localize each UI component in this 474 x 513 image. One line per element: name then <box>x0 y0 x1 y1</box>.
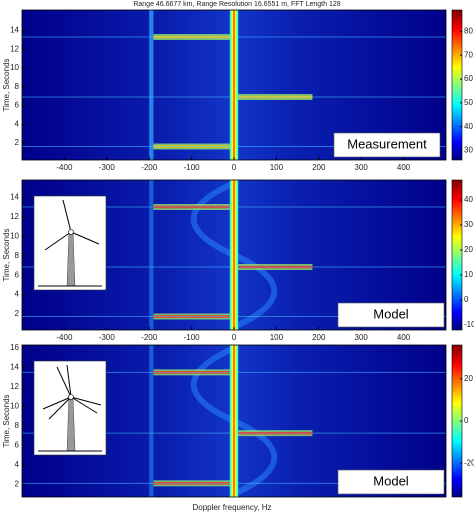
y-axis-label: Time, Seconds <box>2 58 11 111</box>
y-tick-label: 6 <box>15 440 20 449</box>
y-tick-label: 8 <box>15 251 20 260</box>
x-tick-label: 100 <box>270 333 284 342</box>
y-tick-label: 2 <box>15 309 20 318</box>
y-tick-label: 10 <box>10 401 19 410</box>
blade-envelope <box>232 418 278 497</box>
y-tick-label: 2 <box>15 479 20 488</box>
blade-envelope <box>190 345 236 424</box>
turbine-blade <box>62 199 72 233</box>
y-tick-label: 14 <box>10 363 19 372</box>
colorbar-tick-label: 70 <box>464 50 473 59</box>
stripe <box>149 180 154 330</box>
colorbar-tick-label: 10 <box>464 270 473 279</box>
y-tick-label: 12 <box>10 44 19 53</box>
x-tick-label: -300 <box>99 163 116 172</box>
frame <box>21 344 447 498</box>
colorbar-tick-label: 80 <box>464 27 473 36</box>
x-tick-label: 200 <box>312 333 326 342</box>
panel-label: Model <box>373 306 409 321</box>
colorbar-tick-label: 50 <box>464 98 473 107</box>
colorbar-tick-label: 20 <box>464 245 473 254</box>
y-tick-label: 10 <box>10 63 19 72</box>
label-box <box>337 302 445 328</box>
y-tick-label: 4 <box>15 460 20 469</box>
y-axis-label: Time, Seconds <box>2 228 11 281</box>
colorbar-tick-label: 0 <box>464 295 469 304</box>
colorbar-tick-label: 40 <box>464 195 473 204</box>
blade-envelope <box>190 180 236 258</box>
y-axis-label: Time, Seconds <box>2 394 11 447</box>
colorbar-tick-label: 40 <box>464 122 473 131</box>
turbine-blade <box>42 396 72 410</box>
y-tick-label: 12 <box>10 212 19 221</box>
chart-title: Range 46.6677 km, Range Resolution 16.65… <box>133 1 340 8</box>
y-tick-label: 2 <box>15 138 20 147</box>
x-tick-label: 200 <box>312 163 326 172</box>
colorbar-tick-label: 0 <box>464 416 469 425</box>
y-tick-label: 4 <box>15 290 20 299</box>
zero-doppler <box>229 180 239 330</box>
colorbar <box>451 179 463 331</box>
colorbar-tick-label: 60 <box>464 74 473 83</box>
y-tick-label: 14 <box>10 193 19 202</box>
y-tick-label: 8 <box>15 82 20 91</box>
x-tick-label: 0 <box>232 333 237 342</box>
x-tick-label: 400 <box>397 333 411 342</box>
stripe <box>149 345 154 497</box>
turbine-blade <box>70 231 100 245</box>
colorbar-tick-label: -20 <box>464 458 474 467</box>
x-tick-label: 400 <box>397 163 411 172</box>
turbine-hub <box>68 394 74 400</box>
x-tick-label: -200 <box>141 163 158 172</box>
turbine-blade <box>66 364 72 398</box>
x-tick-label: -300 <box>99 333 116 342</box>
turbine-blade <box>56 366 72 398</box>
turbine-blade <box>44 231 72 251</box>
x-axis-label: Doppler frequency, Hz <box>193 503 272 512</box>
colorbar-tick-label: -10 <box>464 320 474 329</box>
x-tick-label: 100 <box>270 163 284 172</box>
x-tick-label: -400 <box>56 333 73 342</box>
colorbar-tick-label: 20 <box>464 374 473 383</box>
x-tick-label: -100 <box>184 163 201 172</box>
y-tick-label: 4 <box>15 119 20 128</box>
y-tick-label: 14 <box>10 26 19 35</box>
x-tick-label: -400 <box>56 163 73 172</box>
y-tick-label: 8 <box>15 421 20 430</box>
y-tick-label: 10 <box>10 231 19 240</box>
colorbar <box>451 9 463 161</box>
x-tick-label: 300 <box>355 333 369 342</box>
turbine-blade <box>70 396 102 406</box>
x-tick-label: -100 <box>184 333 201 342</box>
y-tick-label: 6 <box>15 101 20 110</box>
y-tick-label: 6 <box>15 270 20 279</box>
stripe <box>149 10 154 160</box>
label-box <box>333 132 441 158</box>
turbine-blade <box>70 396 98 414</box>
label-box <box>337 469 445 495</box>
panel-label: Measurement <box>347 136 427 151</box>
zero-doppler <box>229 345 239 497</box>
blade-envelope <box>232 252 278 330</box>
x-tick-label: 0 <box>232 163 237 172</box>
panel-label: Model <box>373 473 409 488</box>
colorbar-tick-label: 30 <box>464 220 473 229</box>
turbine-blade <box>48 396 72 420</box>
colorbar-tick-label: 30 <box>464 146 473 155</box>
y-tick-label: 12 <box>10 382 19 391</box>
x-tick-label: -200 <box>141 333 158 342</box>
y-tick-label: 16 <box>10 343 19 352</box>
x-tick-label: 300 <box>355 163 369 172</box>
zero-doppler <box>229 10 239 160</box>
turbine-hub <box>68 229 74 235</box>
